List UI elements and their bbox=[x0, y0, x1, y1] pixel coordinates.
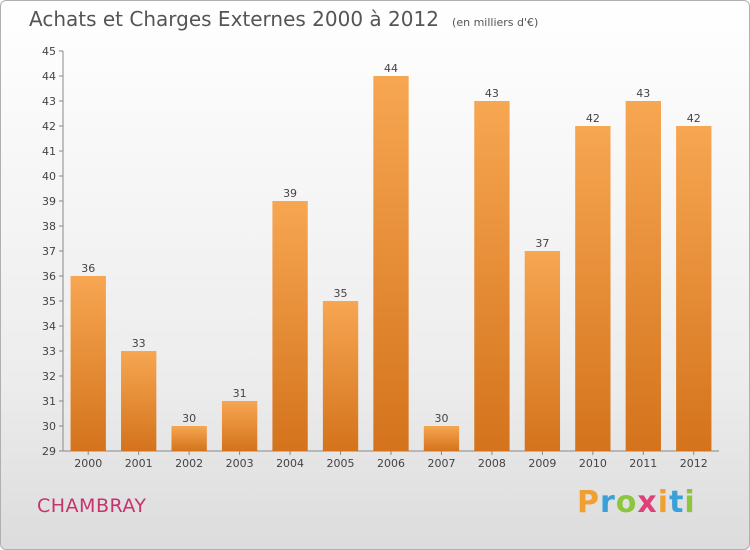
bar-2007 bbox=[423, 426, 460, 451]
y-tick-label: 36 bbox=[42, 270, 56, 283]
y-tick-label: 44 bbox=[42, 70, 56, 83]
logo-letter: t bbox=[669, 485, 685, 520]
bar-value-label: 43 bbox=[636, 87, 650, 100]
chart-title: Achats et Charges Externes 2000 à 2012 bbox=[29, 7, 439, 31]
x-tick-label: 2008 bbox=[478, 457, 506, 470]
x-tick-label: 2006 bbox=[377, 457, 405, 470]
y-tick-label: 43 bbox=[42, 95, 56, 108]
logo-letter: i bbox=[684, 485, 696, 520]
y-tick-label: 35 bbox=[42, 295, 56, 308]
bar-value-label: 42 bbox=[586, 112, 600, 125]
y-tick-label: 45 bbox=[42, 45, 56, 58]
y-tick-label: 29 bbox=[42, 445, 56, 458]
bar-2012 bbox=[676, 126, 712, 451]
bar-2001 bbox=[121, 351, 157, 451]
bar-value-label: 33 bbox=[132, 337, 146, 350]
bar-value-label: 30 bbox=[182, 412, 196, 425]
x-tick-label: 2000 bbox=[74, 457, 102, 470]
bar-value-label: 35 bbox=[334, 287, 348, 300]
bar-value-label: 39 bbox=[283, 187, 297, 200]
y-tick-label: 32 bbox=[42, 370, 56, 383]
y-tick-label: 31 bbox=[42, 395, 56, 408]
bar-value-label: 31 bbox=[233, 387, 247, 400]
bar-value-label: 30 bbox=[434, 412, 448, 425]
logo-letter: P bbox=[577, 485, 600, 520]
bar-2009 bbox=[524, 251, 561, 451]
x-tick-label: 2009 bbox=[528, 457, 556, 470]
commune-name: CHAMBRAY bbox=[37, 495, 147, 517]
bar-2005 bbox=[322, 301, 359, 451]
x-tick-label: 2011 bbox=[629, 457, 657, 470]
x-tick-label: 2005 bbox=[327, 457, 355, 470]
y-tick-label: 39 bbox=[42, 195, 56, 208]
bar-value-label: 36 bbox=[81, 262, 95, 275]
y-tick-label: 41 bbox=[42, 145, 56, 158]
bar-2004 bbox=[272, 201, 308, 451]
bar-2008 bbox=[474, 101, 510, 451]
x-tick-label: 2003 bbox=[226, 457, 254, 470]
x-tick-label: 2004 bbox=[276, 457, 304, 470]
bar-value-label: 42 bbox=[687, 112, 701, 125]
y-tick-label: 42 bbox=[42, 120, 56, 133]
logo-letter: r bbox=[600, 485, 616, 520]
y-tick-label: 40 bbox=[42, 170, 56, 183]
bar-2002 bbox=[171, 426, 207, 451]
title-row: Achats et Charges Externes 2000 à 2012 (… bbox=[29, 7, 538, 31]
y-tick-label: 33 bbox=[42, 345, 56, 358]
bar-2000 bbox=[70, 276, 106, 451]
bar-2011 bbox=[625, 101, 661, 451]
y-tick-label: 34 bbox=[42, 320, 56, 333]
bar-2010 bbox=[575, 126, 611, 451]
y-tick-label: 37 bbox=[42, 245, 56, 258]
proxiti-logo: Proxiti bbox=[577, 485, 696, 520]
bar-2006 bbox=[373, 76, 409, 451]
x-tick-label: 2007 bbox=[427, 457, 455, 470]
x-tick-label: 2010 bbox=[579, 457, 607, 470]
bar-value-label: 43 bbox=[485, 87, 499, 100]
logo-letter: o bbox=[615, 485, 638, 520]
logo-letter: i bbox=[657, 485, 670, 520]
y-tick-label: 30 bbox=[42, 420, 56, 433]
bar-2003 bbox=[221, 401, 258, 451]
y-tick-label: 38 bbox=[42, 220, 56, 233]
bar-value-label: 44 bbox=[384, 62, 398, 75]
x-tick-label: 2002 bbox=[175, 457, 203, 470]
x-tick-label: 2012 bbox=[680, 457, 708, 470]
bar-value-label: 37 bbox=[535, 237, 549, 250]
x-tick-label: 2001 bbox=[125, 457, 153, 470]
logo-letter: x bbox=[637, 485, 658, 520]
chart-subtitle: (en milliers d'€) bbox=[452, 16, 539, 29]
